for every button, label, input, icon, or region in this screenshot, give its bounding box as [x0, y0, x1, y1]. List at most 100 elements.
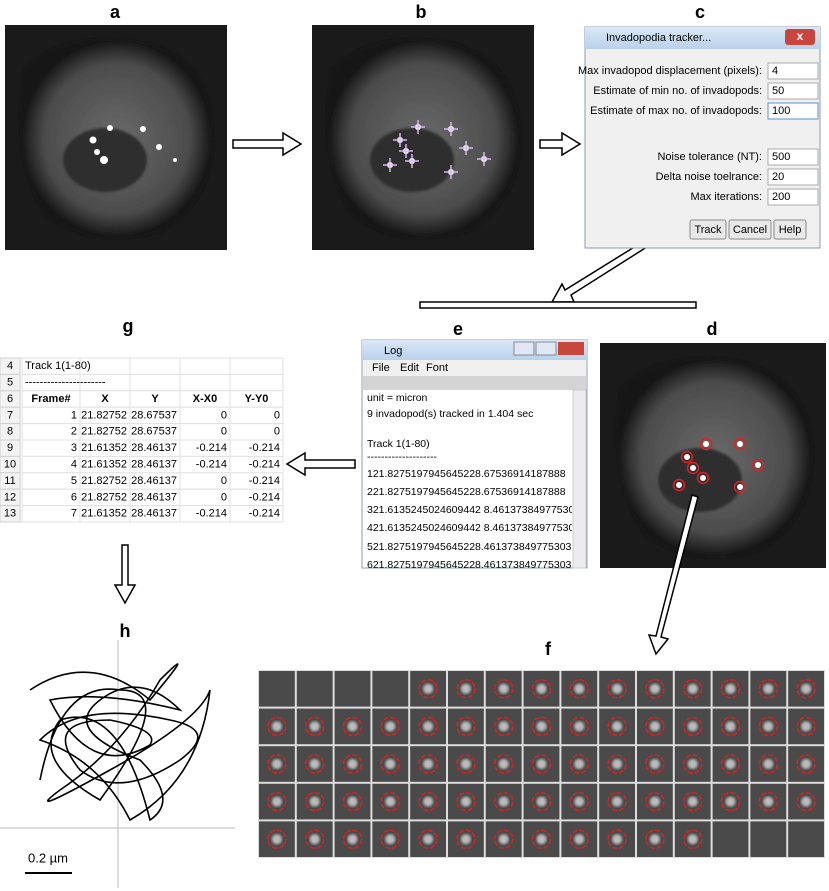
cell-text: 28.46137: [131, 475, 177, 487]
cell-text: -0.214: [249, 442, 280, 454]
spot: [690, 465, 696, 471]
cell-text: -0.214: [196, 459, 227, 471]
tile-spot: [612, 796, 623, 807]
detection-circle: [758, 791, 779, 812]
detection-circle: [531, 716, 552, 737]
tile-spot: [763, 796, 774, 807]
cell-text: 21.82752: [81, 426, 127, 438]
detection-circle: [758, 754, 779, 774]
detection-circle: [758, 716, 779, 737]
button-label: Track: [694, 224, 722, 236]
tile-spot: [347, 834, 358, 845]
detection-circle: [304, 754, 325, 774]
cell-text: 21.82752: [81, 475, 127, 487]
field-label: Max iterations:: [690, 191, 762, 203]
crosshair: [399, 144, 413, 158]
detection-circle: [342, 791, 363, 812]
detection-circle: [531, 754, 552, 774]
button-label: Cancel: [733, 224, 767, 236]
cell: [229, 373, 284, 392]
cell-text: 0: [221, 475, 227, 487]
tile-spot: [423, 759, 434, 769]
cell-text: 1: [71, 409, 77, 421]
tile-spot: [271, 759, 282, 769]
cell: [229, 357, 284, 375]
detection-circle: [380, 754, 401, 774]
column-header: Y-Y0: [245, 393, 269, 405]
row-number: 9: [7, 442, 13, 454]
tile-spot: [649, 796, 660, 807]
detection-circle: [304, 791, 325, 812]
cell-text: -0.214: [249, 475, 280, 487]
detection-circle: [699, 437, 713, 451]
column-header: Y: [151, 393, 159, 405]
detection-circle: [569, 791, 590, 812]
input-box[interactable]: [767, 148, 819, 166]
input-box[interactable]: [767, 102, 819, 120]
tile-spot: [536, 683, 547, 694]
tile-spot: [801, 721, 812, 732]
crosshair: [477, 152, 491, 166]
input-box[interactable]: [767, 168, 819, 186]
detection-circle: [493, 791, 514, 812]
row-number: 5: [7, 377, 13, 389]
button-label: Help: [779, 224, 802, 236]
cell-text: 28.46137: [131, 508, 177, 520]
tile-spot: [649, 834, 660, 845]
tile-spot: [687, 796, 698, 807]
detection-circle: [456, 754, 476, 774]
cell-text: 0: [274, 426, 280, 438]
input-box[interactable]: [767, 82, 819, 100]
log-line: 321.6135245024609442 8.461373849775303: [367, 504, 580, 516]
detection-circle: [418, 829, 438, 849]
detection-circle: [796, 791, 816, 812]
panel-label: c: [695, 2, 705, 22]
tile-spot: [687, 721, 698, 732]
detection-circle: [342, 754, 363, 774]
detection-circle: [267, 829, 287, 849]
cell-text: 21.61352: [81, 508, 127, 520]
detection-circle: [342, 716, 363, 737]
detection-circle: [493, 829, 514, 849]
detection-circle: [456, 829, 476, 849]
button[interactable]: [728, 219, 772, 240]
tile-spot: [309, 759, 320, 769]
tile-spot: [725, 721, 736, 732]
row-number: 11: [4, 475, 15, 487]
cell-text: 28.67537: [131, 426, 177, 438]
tile: [372, 671, 409, 707]
cell-text: 0: [221, 409, 227, 421]
field-value: 500: [772, 151, 790, 163]
detection-circle: [733, 437, 747, 451]
field-label: Delta noise toelrance:: [656, 171, 762, 183]
tile-spot: [725, 759, 736, 769]
row-number: 13: [4, 508, 16, 520]
tile-spot: [460, 796, 471, 807]
input-box[interactable]: [767, 62, 819, 80]
cell: [179, 357, 231, 375]
log-line: 721.6135245024609442 8.461373849775303: [367, 577, 580, 589]
button[interactable]: [773, 219, 807, 240]
detection-circle: [751, 458, 765, 472]
tile: [788, 821, 824, 857]
cell-text: -0.214: [249, 491, 280, 503]
tile-spot: [423, 683, 434, 694]
tile-spot: [574, 683, 585, 694]
close-button[interactable]: [785, 29, 815, 45]
detection-circle: [456, 791, 476, 812]
log-line: 621.8275197945645228.461373849775303: [367, 559, 572, 571]
crosshair: [444, 165, 458, 179]
tile-spot: [498, 759, 509, 769]
field-label: Estimate of min no. of invadopods:: [593, 85, 762, 97]
tile-spot: [612, 759, 623, 769]
detection-circle: [733, 480, 747, 494]
detection-circle: [682, 791, 703, 812]
tile-spot: [347, 796, 358, 807]
cell: [129, 357, 181, 375]
image-d: [600, 343, 826, 568]
button[interactable]: [689, 219, 727, 240]
cell-text: 0: [221, 426, 227, 438]
panel-label: e: [453, 319, 463, 339]
cell-text: -0.214: [196, 442, 227, 454]
input-box[interactable]: [767, 188, 819, 206]
